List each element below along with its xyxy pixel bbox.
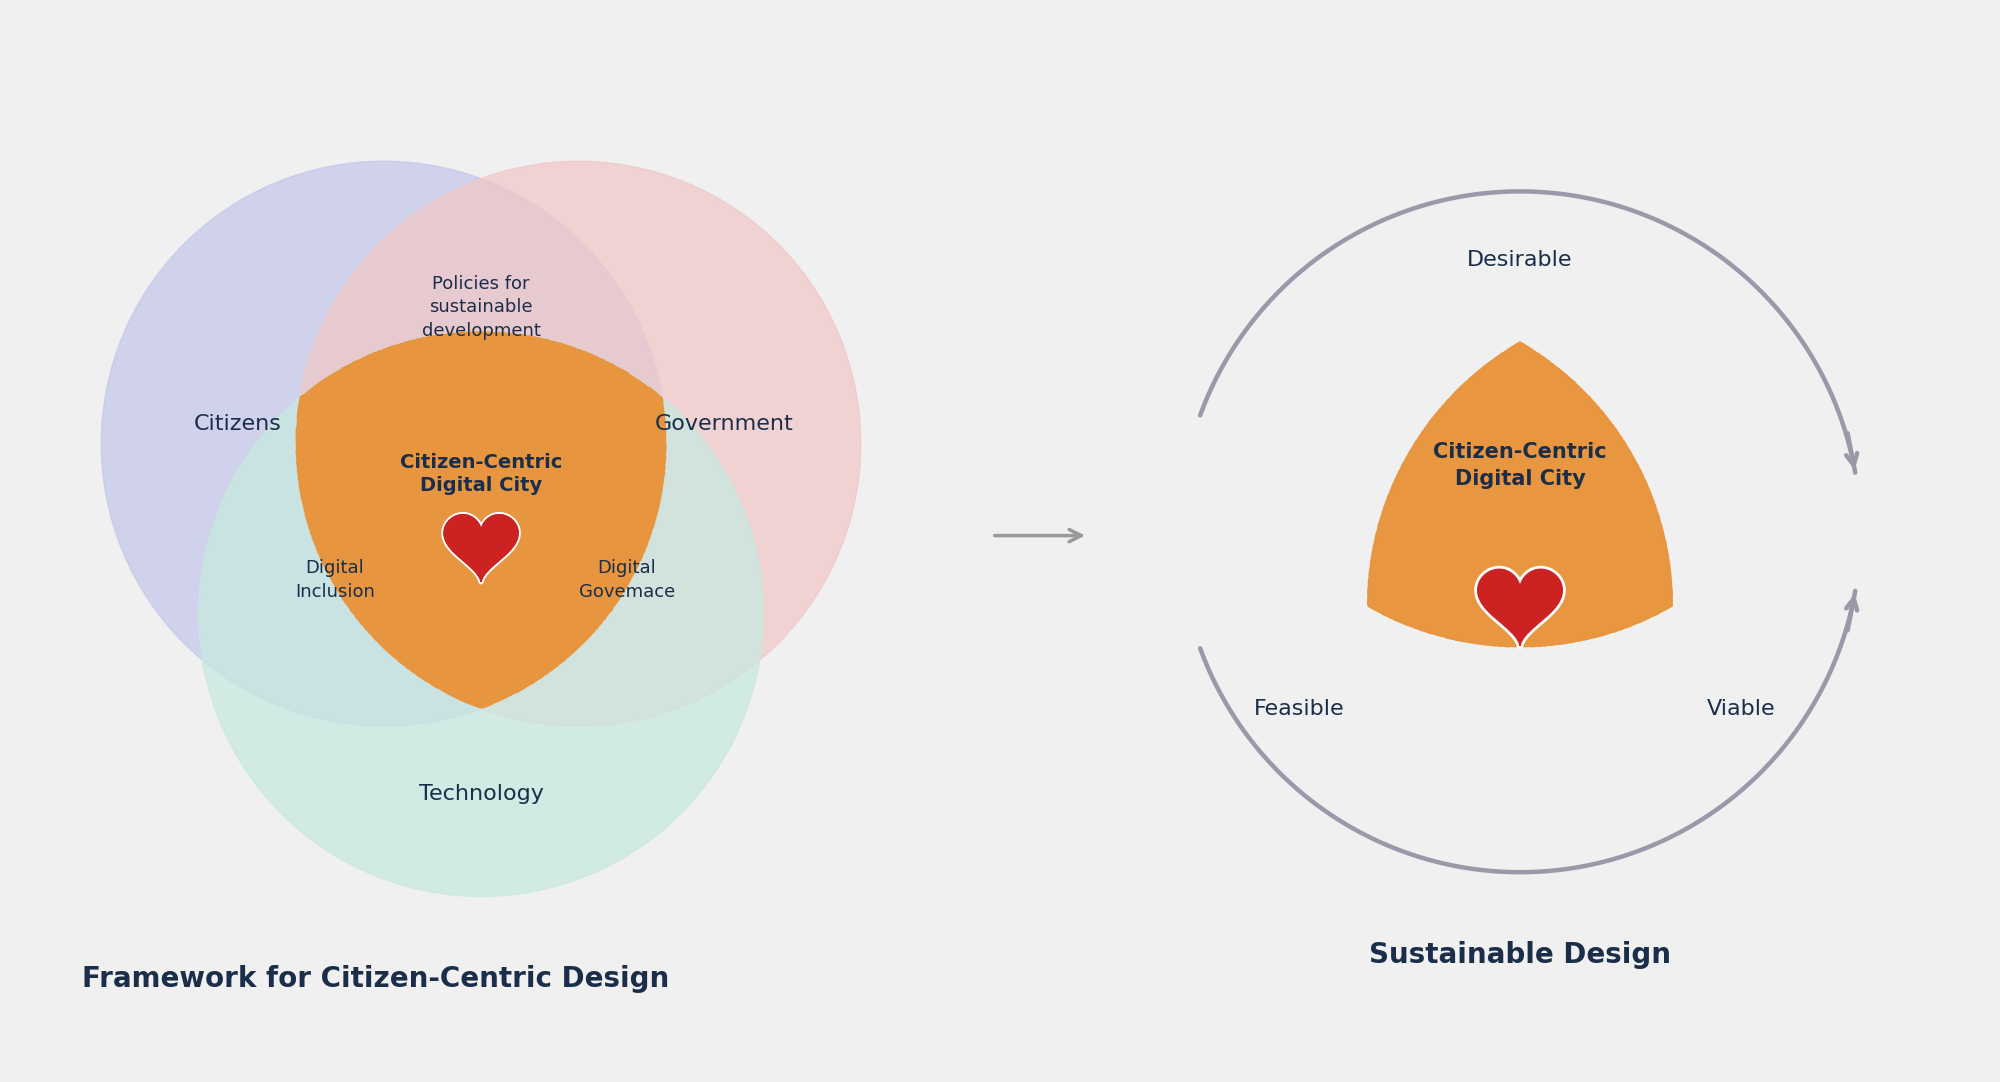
Text: Policies for
sustainable
development: Policies for sustainable development — [422, 275, 540, 340]
Text: Viable: Viable — [1706, 699, 1776, 718]
Polygon shape — [1478, 569, 1562, 646]
Text: Technology: Technology — [418, 784, 544, 804]
Polygon shape — [1478, 569, 1562, 646]
Text: Digital
Inclusion: Digital Inclusion — [296, 559, 374, 601]
Circle shape — [102, 161, 666, 726]
Polygon shape — [1368, 342, 1672, 647]
Text: Citizen-Centric
Digital City: Citizen-Centric Digital City — [1434, 443, 1606, 489]
Text: Government: Government — [656, 414, 794, 434]
Text: Citizen-Centric
Digital City: Citizen-Centric Digital City — [400, 453, 562, 496]
Polygon shape — [296, 332, 666, 708]
Text: Sustainable Design: Sustainable Design — [1368, 941, 1672, 969]
Text: Framework for Citizen-Centric Design: Framework for Citizen-Centric Design — [82, 965, 670, 993]
Polygon shape — [444, 515, 518, 582]
Text: Feasible: Feasible — [1254, 699, 1344, 718]
Text: Citizens: Citizens — [194, 414, 282, 434]
Circle shape — [198, 331, 764, 896]
Circle shape — [296, 161, 860, 726]
Polygon shape — [444, 515, 518, 582]
Text: Digital
Govemace: Digital Govemace — [578, 559, 676, 601]
Polygon shape — [444, 515, 518, 582]
Text: Desirable: Desirable — [1468, 250, 1572, 270]
